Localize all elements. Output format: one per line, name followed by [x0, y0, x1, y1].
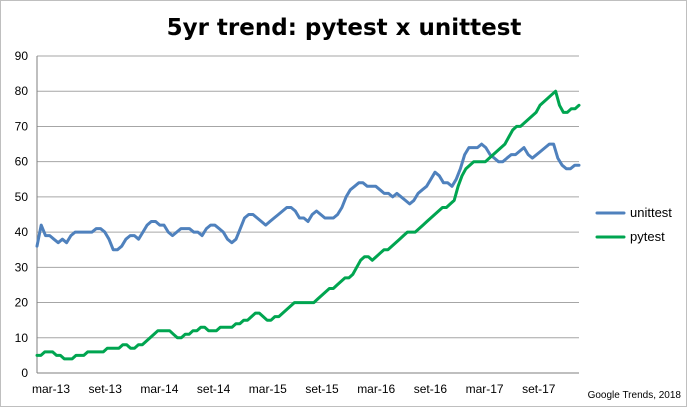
series-line-unittest — [35, 142, 581, 252]
x-tick-label: set-14 — [197, 382, 231, 396]
series-layer — [35, 89, 581, 361]
y-tick-label: 90 — [15, 49, 29, 63]
x-tick-label: mar-17 — [466, 382, 504, 396]
legend: unittest pytest — [595, 205, 672, 244]
grid-layer — [37, 55, 579, 339]
y-tick-label: 50 — [15, 190, 29, 204]
x-tick-label: set-15 — [305, 382, 339, 396]
x-tick-label: set-16 — [414, 382, 448, 396]
y-tick-label: 70 — [15, 119, 29, 133]
y-tick-label: 20 — [15, 296, 29, 310]
y-tick-label: 80 — [15, 84, 29, 98]
series-line-pytest — [35, 89, 581, 361]
x-tick-label: mar-13 — [32, 382, 70, 396]
chart-title: 5yr trend: pytest x unittest — [167, 15, 522, 41]
y-tick-label: 60 — [15, 155, 29, 169]
legend-label-pytest: pytest — [630, 229, 665, 244]
x-tick-label: mar-15 — [249, 382, 287, 396]
x-tick-label: set-13 — [89, 382, 123, 396]
y-tick-label: 0 — [21, 366, 28, 380]
y-tick-label: 10 — [15, 331, 29, 345]
x-tick-label: set-17 — [522, 382, 556, 396]
source-label: Google Trends, 2018 — [588, 390, 682, 401]
y-tick-label: 30 — [15, 260, 29, 274]
y-tick-label: 40 — [15, 225, 29, 239]
x-tick-label: mar-16 — [357, 382, 395, 396]
legend-label-unittest: unittest — [630, 205, 672, 220]
axis-layer: 0 10 20 30 40 50 60 70 80 90 mar-13 set-13 mar-14 set… — [15, 49, 579, 396]
x-tick-label: mar-14 — [140, 382, 178, 396]
